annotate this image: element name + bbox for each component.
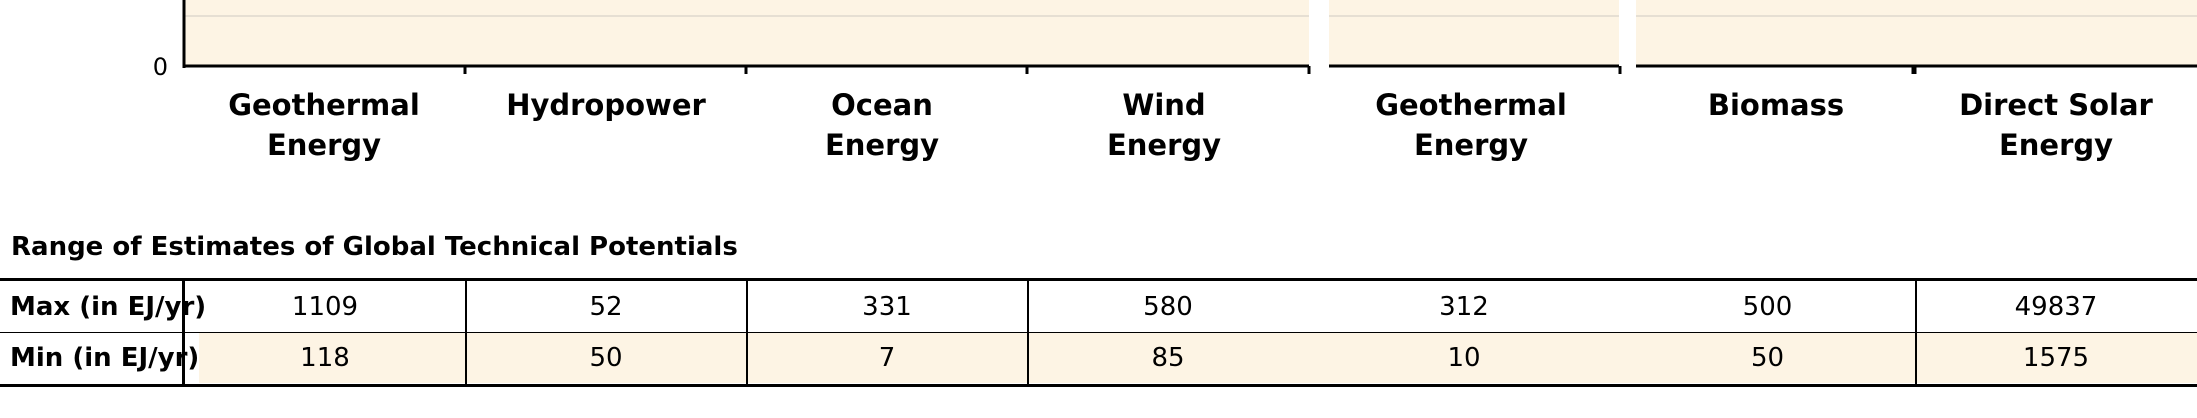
table-column-divider xyxy=(746,281,748,384)
category-label: Energy xyxy=(825,128,939,162)
table-cell: 580 xyxy=(1143,292,1193,322)
table-cell: 500 xyxy=(1742,292,1793,322)
y-axis-ticks: 0 xyxy=(153,53,168,81)
chart-panel xyxy=(1329,0,1619,66)
table-row-divider xyxy=(0,332,2197,333)
category-label: Energy xyxy=(1414,128,1528,162)
category-label: Direct Solar xyxy=(1959,88,2153,122)
chart-plot-area: 0 Geothermal Energy Hydropower Ocean Energy W… xyxy=(153,0,2197,162)
table-cell: 50 xyxy=(589,343,623,373)
category-labels: Geothermal Energy Hydropower Ocean Energy Win… xyxy=(228,88,2153,162)
table-label-divider xyxy=(182,278,185,387)
table-row-max: Max (in EJ/yr) 1109 52 331 580 312 500 4… xyxy=(0,282,2197,332)
chart-panel xyxy=(1636,0,2197,66)
row-label-max: Max (in EJ/yr) xyxy=(10,282,207,332)
row-label-min: Min (in EJ/yr) xyxy=(10,333,200,383)
table-cell: 1109 xyxy=(291,292,359,322)
technical-potential-table: Max (in EJ/yr) 1109 52 331 580 312 500 4… xyxy=(0,278,2197,387)
category-label: Geothermal xyxy=(1375,88,1567,122)
category-label: Geothermal xyxy=(228,88,420,122)
table-column-divider xyxy=(1027,281,1029,384)
chart-panel xyxy=(184,0,1309,66)
category-label: Hydropower xyxy=(506,88,706,122)
category-label: Wind xyxy=(1122,88,1205,122)
category-label: Biomass xyxy=(1708,88,1844,122)
category-label: Energy xyxy=(1999,128,2113,162)
table-bottom-rule xyxy=(0,384,2197,387)
table-row-min: Min (in EJ/yr) 118 50 7 85 10 50 1575 xyxy=(0,333,2197,383)
table-cell: 7 xyxy=(878,343,896,373)
table-column-divider xyxy=(465,281,467,384)
category-label: Energy xyxy=(1107,128,1221,162)
table-cell: 118 xyxy=(300,343,350,373)
table-cell: 52 xyxy=(589,292,623,322)
table-top-rule xyxy=(0,278,2197,281)
table-column-divider xyxy=(1915,281,1917,384)
chart-axes xyxy=(182,0,2197,74)
table-title: Range of Estimates of Global Technical P… xyxy=(11,232,738,262)
table-cell: 331 xyxy=(862,292,912,322)
chart-panels xyxy=(184,0,2197,66)
category-label: Ocean xyxy=(831,88,933,122)
table-cell: 1575 xyxy=(2022,343,2090,373)
table-cell: 10 xyxy=(1447,343,1481,373)
table-cell: 50 xyxy=(1750,343,1785,373)
category-label: Energy xyxy=(267,128,381,162)
y-tick-label: 0 xyxy=(153,53,168,81)
table-cell: 312 xyxy=(1439,292,1489,322)
table-cell: 49837 xyxy=(2014,292,2098,322)
table-cell: 85 xyxy=(1151,343,1185,373)
